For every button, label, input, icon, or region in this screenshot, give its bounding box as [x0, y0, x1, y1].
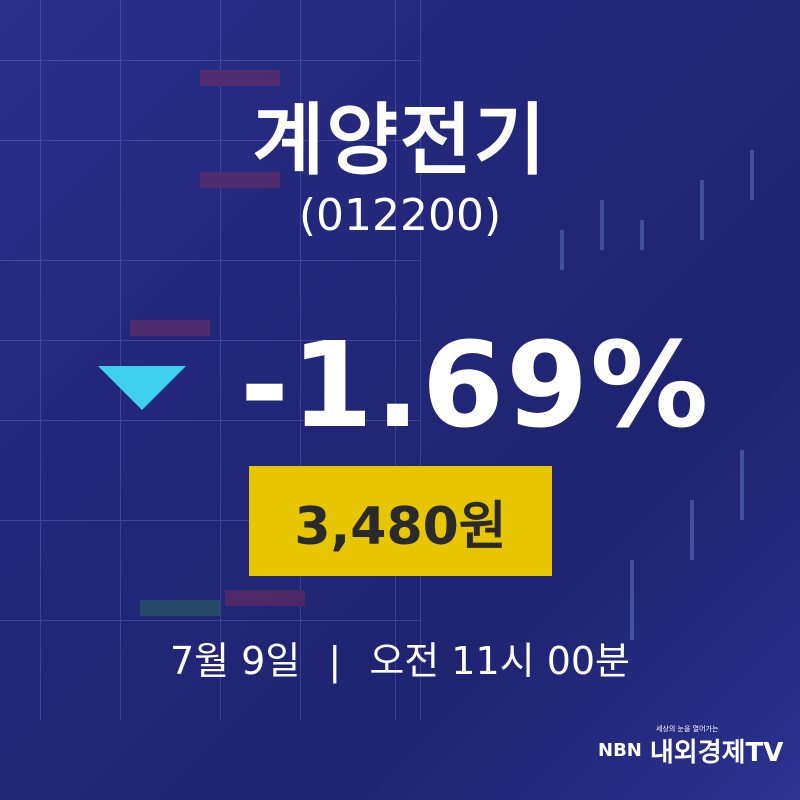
date: 7월 9일 — [169, 639, 301, 683]
stock-name: 계양전기 — [252, 96, 548, 186]
separator: | — [328, 639, 342, 683]
logo-name: 내외경제TV — [649, 738, 784, 768]
price-badge: 3,480원 — [249, 466, 552, 576]
stock-code: (012200) — [298, 190, 502, 241]
change-percent: -1.69% — [240, 316, 711, 454]
price-value: 3,480원 — [294, 496, 507, 557]
time: 오전 11시 00분 — [369, 639, 631, 683]
down-triangle-icon — [98, 366, 186, 410]
logo: NBN 세상의 눈을 열어가는 내외경제TV — [598, 725, 784, 769]
timestamp: 7월 9일 | 오전 11시 00분 — [0, 630, 800, 685]
logo-tagline: 세상의 눈을 열어가는 — [656, 725, 719, 733]
logo-prefix: NBN — [598, 740, 642, 761]
